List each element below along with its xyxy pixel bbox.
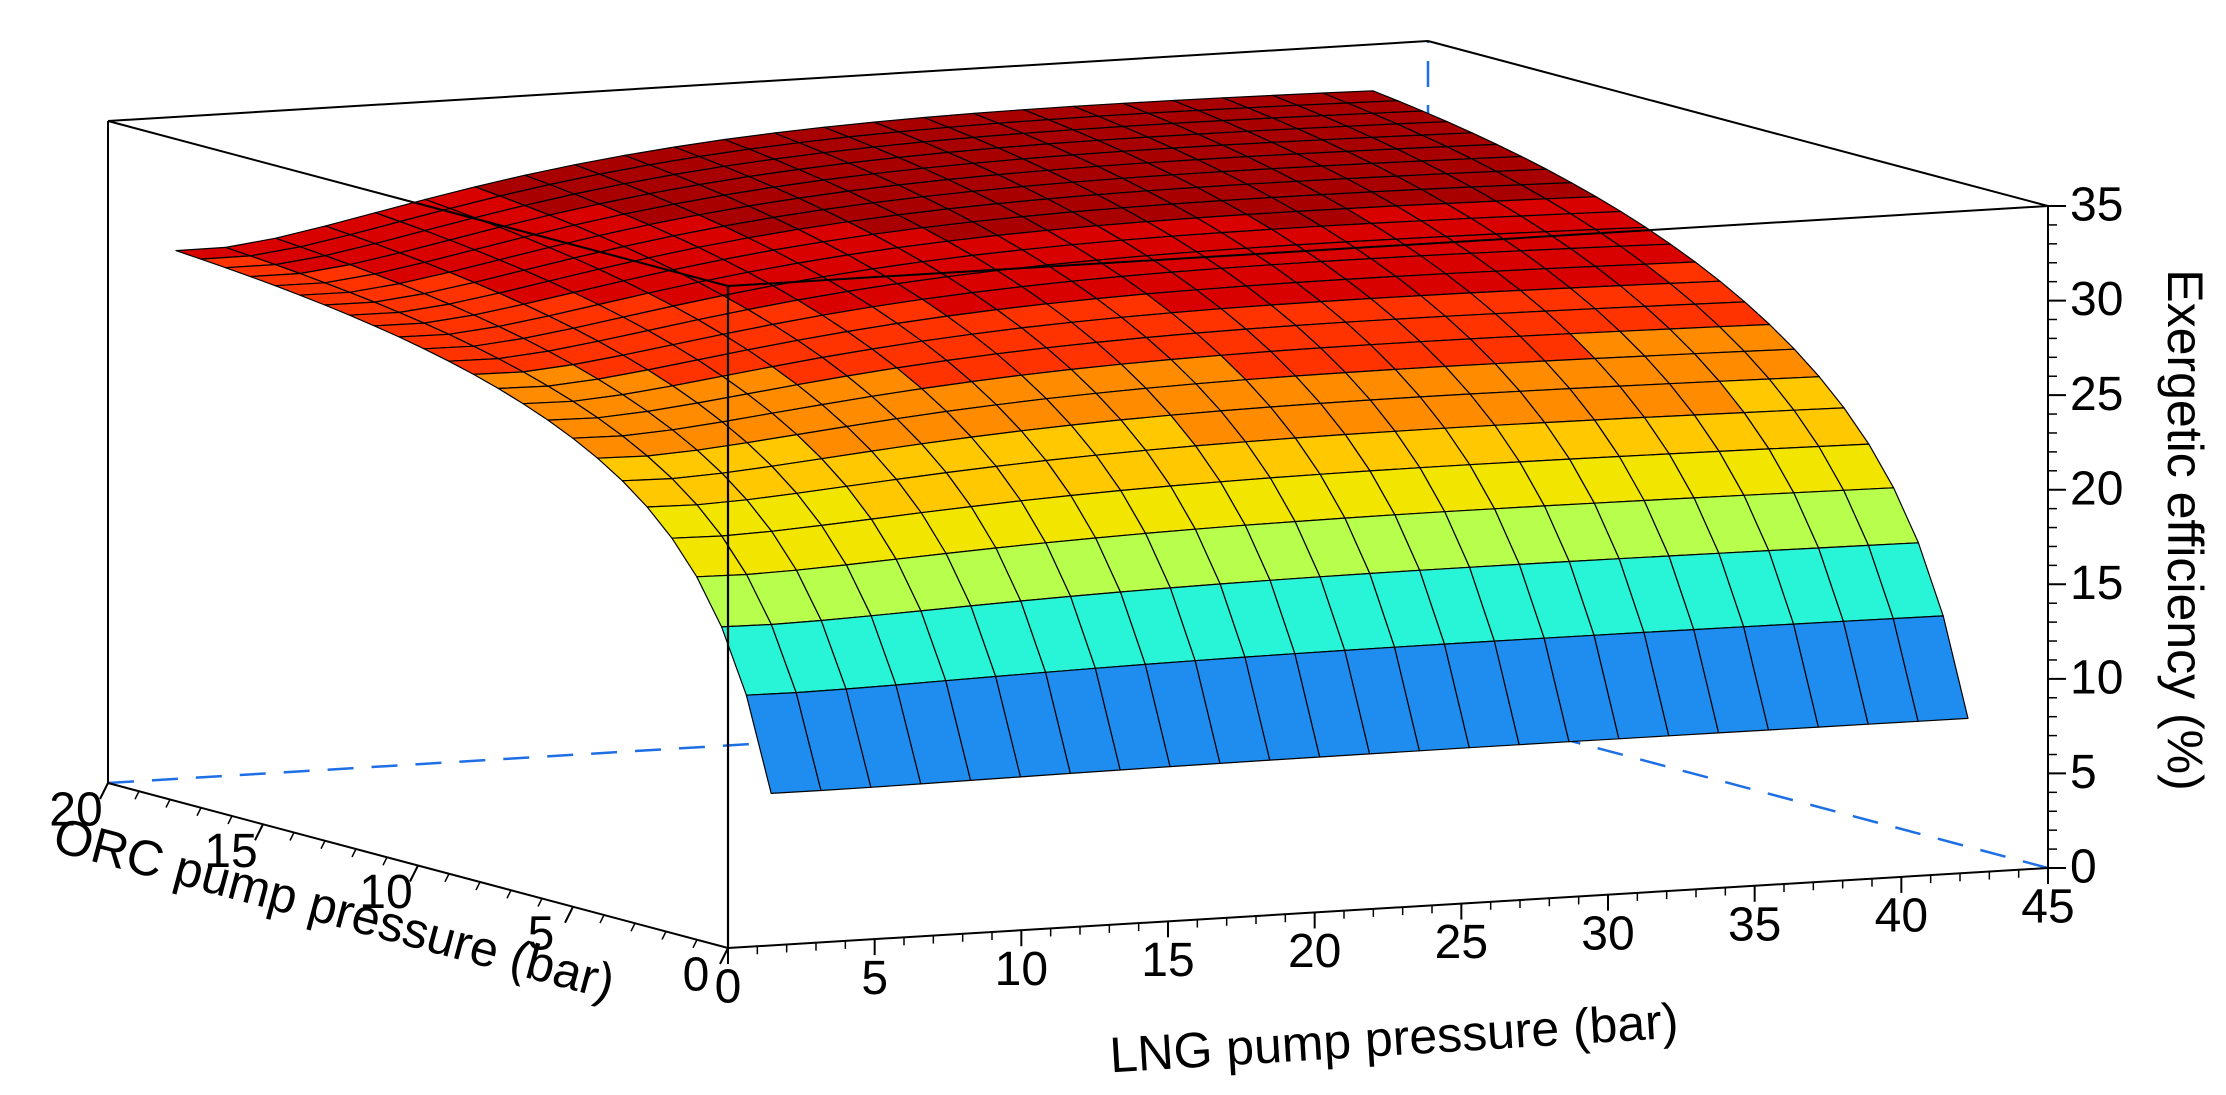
x-tick-label: 25 [1435, 916, 1488, 969]
y-minor-tick [165, 799, 171, 808]
y-minor-tick [506, 889, 512, 899]
y-major-tick [719, 947, 729, 965]
surface-cell [1892, 615, 1969, 722]
y-major-tick [564, 906, 574, 924]
z-axis-title: Exergetic efficiency (%) [2157, 269, 2213, 790]
z-axis-ticks: 0 5 10 15 20 25 30 35 [2048, 179, 2123, 894]
z-tick-label: 10 [2070, 652, 2123, 705]
y-minor-tick [692, 939, 698, 949]
x-tick-label: 40 [1875, 890, 1928, 943]
y-minor-tick [289, 832, 295, 841]
y-tick-label: 15 [204, 825, 257, 878]
x-tick-label: 0 [715, 961, 742, 1014]
y-tick-label: 10 [359, 866, 412, 919]
top-front-edge-y [107, 120, 729, 287]
y-minor-tick [475, 881, 481, 891]
y-minor-tick [444, 873, 450, 883]
y-axis-ticks: 0 5 10 15 20 [49, 782, 729, 1002]
z-tick-label: 30 [2070, 273, 2123, 326]
x-tick-label: 45 [2021, 881, 2074, 934]
y-minor-tick [630, 922, 636, 932]
y-tick-label: 5 [528, 907, 555, 960]
z-tick-label: 35 [2070, 179, 2123, 232]
x-tick-label: 30 [1581, 907, 1634, 960]
z-tick-label: 20 [2070, 462, 2123, 515]
y-minor-tick [134, 790, 140, 800]
y-major-tick [254, 823, 264, 841]
z-tick-label: 5 [2070, 746, 2097, 799]
surface-mesh [175, 90, 1969, 795]
y-minor-tick [537, 898, 543, 907]
y-tick-label: 20 [49, 784, 102, 837]
z-tick-label: 15 [2070, 557, 2123, 610]
x-axis-title: LNG pump pressure (bar) [1108, 993, 1680, 1084]
y-minor-tick [599, 914, 605, 924]
x-axis-ticks: 0 5 10 15 20 25 30 35 40 45 [715, 868, 2075, 1014]
x-tick-label: 20 [1288, 925, 1341, 978]
x-tick-label: 5 [861, 952, 888, 1005]
x-tick-label: 10 [995, 943, 1048, 996]
y-minor-tick [661, 931, 667, 940]
y-major-tick [409, 865, 419, 882]
z-tick-label: 0 [2070, 841, 2097, 894]
y-minor-tick [227, 815, 233, 825]
top-front-edge-x [727, 205, 2049, 287]
z-tick-label: 25 [2070, 368, 2123, 421]
top-back-edge-x [107, 40, 1429, 122]
x-tick-label: 35 [1728, 898, 1781, 951]
top-back-edge-y [1427, 40, 2049, 207]
y-minor-tick [196, 807, 202, 817]
front-floor-edge-x [727, 867, 2049, 949]
y-minor-tick [351, 848, 357, 858]
y-major-tick [99, 782, 109, 800]
y-minor-tick [382, 856, 388, 866]
y-tick-label: 0 [683, 949, 710, 1002]
x-tick-label: 15 [1141, 934, 1194, 987]
y-minor-tick [320, 840, 326, 850]
